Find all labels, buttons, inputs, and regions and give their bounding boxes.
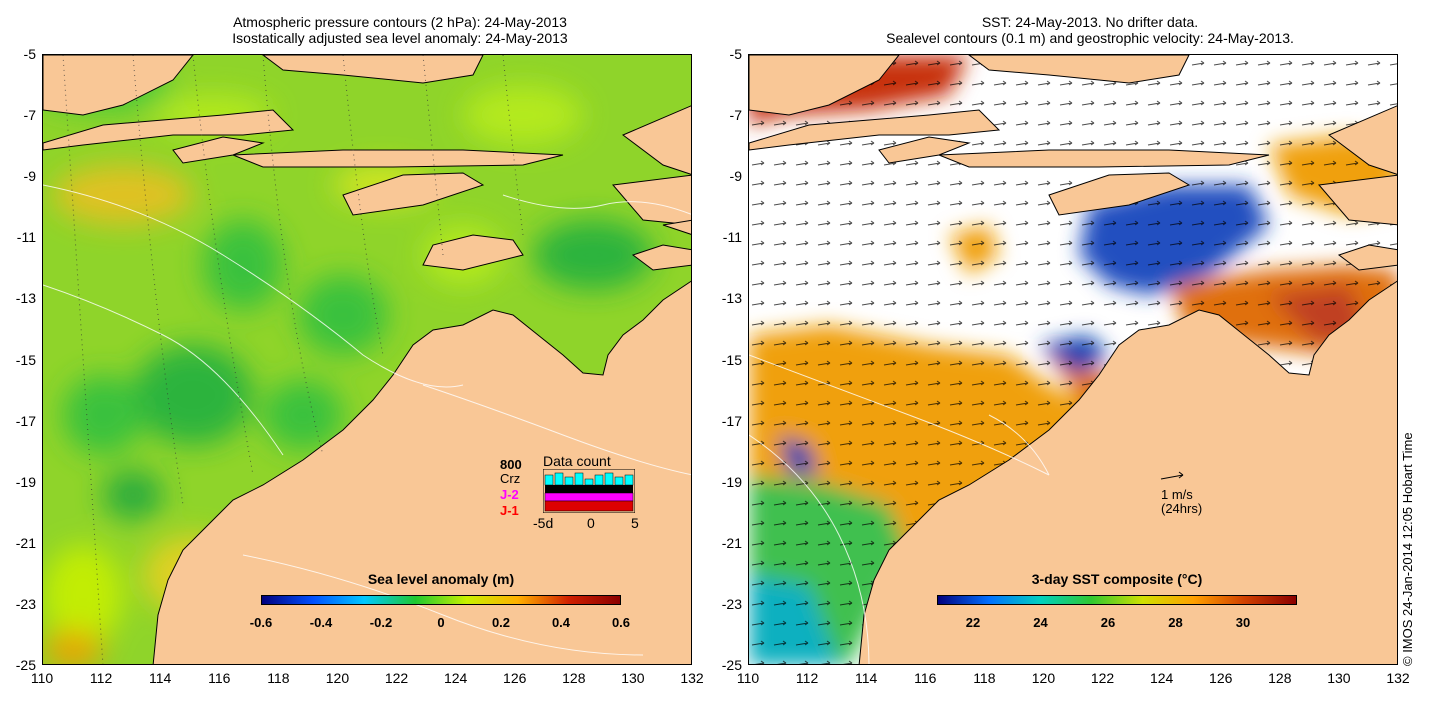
left-colorbar bbox=[261, 595, 621, 605]
y-tick: -17 bbox=[721, 412, 742, 429]
x-tick: 132 bbox=[1386, 670, 1410, 686]
y-tick: -11 bbox=[722, 229, 742, 246]
x-tick: 120 bbox=[1031, 670, 1056, 686]
right-colorbar bbox=[937, 595, 1297, 605]
y-tick: -19 bbox=[721, 473, 742, 490]
colorbar-tick: 24 bbox=[1033, 615, 1048, 630]
x-tick: 122 bbox=[1090, 670, 1115, 686]
right-colorbar-title: 3-day SST composite (°C) bbox=[1031, 571, 1203, 587]
y-tick: -23 bbox=[15, 595, 36, 612]
data-count-label-crz: Crz bbox=[500, 471, 521, 486]
y-tick: -25 bbox=[15, 657, 36, 673]
data-count-label-800: 800 bbox=[500, 457, 522, 472]
colorbar-tick: -0.6 bbox=[249, 615, 273, 630]
colorbar-tick: 30 bbox=[1235, 615, 1251, 630]
velocity-scale-duration: (24hrs) bbox=[1161, 501, 1203, 516]
y-tick: -13 bbox=[15, 290, 36, 307]
x-tick: 112 bbox=[795, 670, 819, 686]
colorbar-tick: 0 bbox=[437, 615, 445, 630]
x-tick: 132 bbox=[680, 670, 704, 686]
colorbar-tick: 28 bbox=[1168, 615, 1183, 630]
x-tick: 128 bbox=[1268, 670, 1292, 686]
velocity-scale-speed: 1 m/s bbox=[1161, 487, 1193, 502]
right-title-line1: SST: 24-May-2013. No drifter data. bbox=[981, 14, 1199, 30]
y-tick: -21 bbox=[15, 534, 36, 551]
colorbar-tick: -0.2 bbox=[369, 615, 393, 630]
y-tick: -7 bbox=[23, 107, 36, 124]
y-tick: -19 bbox=[15, 473, 36, 490]
copyright-notice: © IMOS 24-Jan-2014 12:05 Hobart Time bbox=[1400, 432, 1415, 666]
left-colorbar-title: Sea level anomaly (m) bbox=[367, 571, 515, 587]
y-tick: -23 bbox=[721, 595, 742, 612]
x-tick: 126 bbox=[1209, 670, 1233, 686]
data-count-tick-0: 0 bbox=[587, 515, 595, 531]
colorbar-tick: 26 bbox=[1100, 615, 1116, 630]
y-tick: -11 bbox=[16, 229, 36, 246]
x-tick: 110 bbox=[30, 670, 54, 686]
y-tick: -13 bbox=[721, 290, 742, 307]
x-tick: 116 bbox=[914, 670, 937, 686]
x-tick: 116 bbox=[208, 670, 231, 686]
data-count-label-j1: J-1 bbox=[500, 503, 519, 518]
right-map-title: SST: 24-May-2013. No drifter data. Seale… bbox=[810, 14, 1370, 46]
y-tick: -21 bbox=[721, 534, 742, 551]
sea-level-anomaly-map: 800 Crz J-2 J-1 Data count -5d 0 5 Sea l… bbox=[42, 54, 692, 665]
y-tick: -15 bbox=[721, 351, 742, 368]
colorbar-tick: 0.4 bbox=[551, 615, 571, 630]
sst-map: 1 m/s (24hrs) 3-day SST composite (°C) 2… bbox=[748, 54, 1398, 665]
x-tick: 114 bbox=[855, 670, 878, 686]
y-tick: -5 bbox=[23, 46, 36, 62]
colorbar-tick: 22 bbox=[965, 615, 981, 630]
x-tick: 110 bbox=[736, 670, 760, 686]
colorbar-tick: -0.4 bbox=[309, 615, 333, 630]
data-count-tick-5: 5 bbox=[631, 515, 639, 531]
y-tick: -9 bbox=[729, 168, 742, 185]
left-title-line1: Atmospheric pressure contours (2 hPa): 2… bbox=[233, 14, 567, 30]
y-tick: -17 bbox=[15, 412, 36, 429]
x-tick: 128 bbox=[562, 670, 586, 686]
data-count-tick-minus5d: -5d bbox=[533, 515, 554, 531]
x-tick: 120 bbox=[325, 670, 350, 686]
data-count-bars bbox=[543, 469, 635, 513]
colorbar-tick: 0.6 bbox=[611, 615, 631, 630]
x-tick: 124 bbox=[443, 670, 468, 686]
x-tick: 130 bbox=[1327, 670, 1351, 686]
data-count-label-j2: J-2 bbox=[500, 487, 519, 502]
x-tick: 130 bbox=[621, 670, 645, 686]
x-tick: 114 bbox=[149, 670, 172, 686]
right-title-line2: Sealevel contours (0.1 m) and geostrophi… bbox=[886, 30, 1294, 46]
y-tick: -9 bbox=[23, 168, 36, 185]
y-tick: -5 bbox=[729, 46, 742, 62]
x-tick: 124 bbox=[1149, 670, 1174, 686]
x-tick: 118 bbox=[267, 670, 290, 686]
data-count-title: Data count bbox=[543, 453, 611, 469]
y-tick: -15 bbox=[15, 351, 36, 368]
x-tick: 126 bbox=[503, 670, 527, 686]
left-title-line2: Isostatically adjusted sea level anomaly… bbox=[232, 30, 568, 46]
left-map-title: Atmospheric pressure contours (2 hPa): 2… bbox=[140, 14, 660, 46]
y-tick: -25 bbox=[721, 657, 742, 673]
colorbar-tick: 0.2 bbox=[491, 615, 511, 630]
x-tick: 112 bbox=[89, 670, 113, 686]
sst-field bbox=[749, 55, 1397, 664]
y-tick: -7 bbox=[729, 107, 742, 124]
sea-level-anomaly-field bbox=[43, 55, 691, 664]
x-tick: 118 bbox=[973, 670, 996, 686]
x-tick: 122 bbox=[384, 670, 409, 686]
